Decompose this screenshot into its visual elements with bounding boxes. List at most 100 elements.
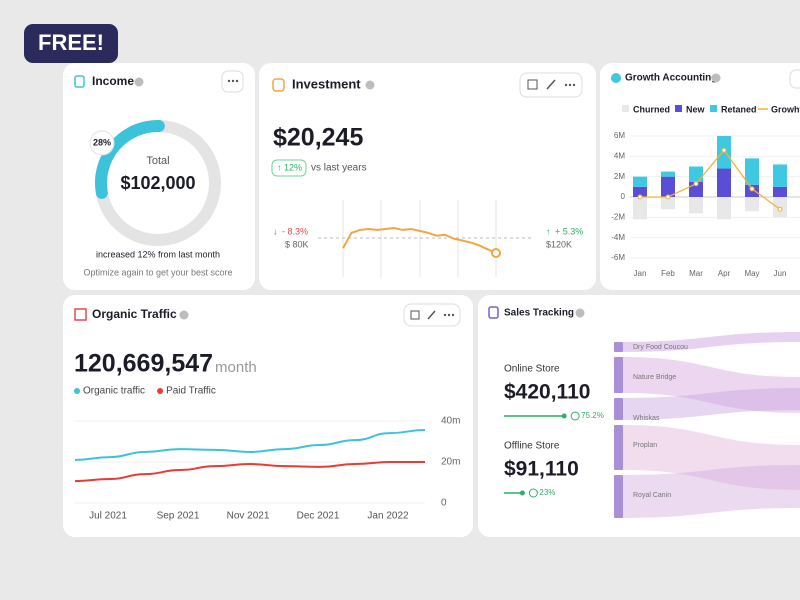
y-tick-label: 2M [614,172,625,181]
x-tick-label: Jul 2021 [89,511,127,522]
traffic-card [63,295,473,537]
bar-segment [633,186,647,197]
store-name: Online Store [504,364,560,375]
dot [231,79,235,83]
badge-text: FREE! [38,30,104,55]
badge[interactable] [24,24,118,63]
bar-segment [661,197,675,210]
dot [443,313,447,317]
change-value: 12% [284,162,302,172]
info-icon [575,308,585,318]
info-icon [134,77,144,87]
legend-swatch [710,105,717,112]
bar-segment [689,197,703,214]
high-value: $120K [546,239,572,249]
income-icon [74,75,85,88]
growth-point [665,194,671,200]
share-label: 75.2% [581,411,604,420]
node-label: Proplan [633,442,657,449]
info-icon [179,310,189,320]
sankey-node [614,342,623,352]
store-amount: $91,110 [504,458,579,481]
y-tick-label: 20m [441,457,460,468]
x-tick-label: Jan [634,269,647,278]
bar-segment [773,164,787,187]
growth-point [693,181,699,187]
x-tick-label: Sep 2021 [157,511,200,522]
high-change: + 5.3% [555,226,583,236]
expand-icon [527,79,538,90]
traffic-line [74,429,426,461]
legend-dot [157,388,164,394]
bar-segment [717,197,731,220]
node-label: Nature Bridge [633,374,676,381]
dot [227,79,231,83]
sales-card [478,295,800,537]
y-tick-label: 40m [441,416,460,427]
toolbar[interactable] [789,69,800,89]
investment-icon [272,78,285,92]
node-label: Whiskas [633,415,660,422]
change-arrow: ↑ [277,162,282,172]
growth-point [777,206,783,212]
income-card [63,63,255,290]
y-tick-label: -6M [611,253,625,262]
investment-line [342,226,497,254]
investment-amount: $20,245 [273,124,363,152]
dot [568,83,572,87]
y-tick-label: 0 [441,498,447,509]
share-icon [570,411,580,421]
change-badge [271,159,307,177]
growth-point [637,194,643,200]
legend-dot [74,388,80,394]
bar-segment [773,186,787,197]
x-tick-label: Nov 2021 [227,511,270,522]
legend-label: New [686,104,706,114]
flow [623,425,800,490]
x-tick-label: Dec 2021 [297,511,340,522]
change-note: vs last years [311,163,367,174]
percent-label: 28% [93,137,111,147]
legend-label: Paid Traffic [166,386,216,397]
share-dot [561,413,567,419]
x-tick-label: Jun [774,269,787,278]
info-icon [711,73,721,83]
sankey-node [614,357,623,393]
x-tick-label: Jan 2022 [367,511,409,522]
x-tick-label: May [744,269,759,278]
info-icon [365,80,375,90]
y-tick-label: -2M [611,212,625,221]
flow [623,357,800,413]
total-label: Total [146,155,169,167]
card-title: Organic Traffic [92,307,177,321]
percent-bubble [89,130,115,156]
legend-label: Retaned [721,104,757,114]
card-title: Investment [292,76,361,91]
x-tick-label: Apr [718,269,731,278]
card-title: Sales Tracking [504,308,574,319]
sales-icon [488,306,499,319]
legend-label: Organic traffic [83,386,145,397]
dot [447,313,451,317]
dot [564,83,568,87]
dot [451,313,455,317]
node-label: Dry Food Coucou [633,344,688,351]
x-tick-label: Mar [689,269,703,278]
income-note: increased 12% from last month [96,249,220,259]
y-tick-label: 4M [614,151,625,160]
sankey-node [614,475,623,518]
total-value: $102,000 [120,173,195,193]
income-hint: Optimize again to get your best score [83,267,232,277]
low-change: - 8.3% [282,226,308,236]
growth-point [749,186,755,192]
traffic-line [74,461,425,483]
bar-segment [661,176,675,197]
flow [623,332,800,352]
legend-swatch [622,105,629,112]
expand-icon [410,310,420,320]
growth-point [721,147,727,153]
down-arrow: ↓ [273,226,278,236]
share-label: 23% [539,488,555,497]
bar-segment [689,166,703,182]
